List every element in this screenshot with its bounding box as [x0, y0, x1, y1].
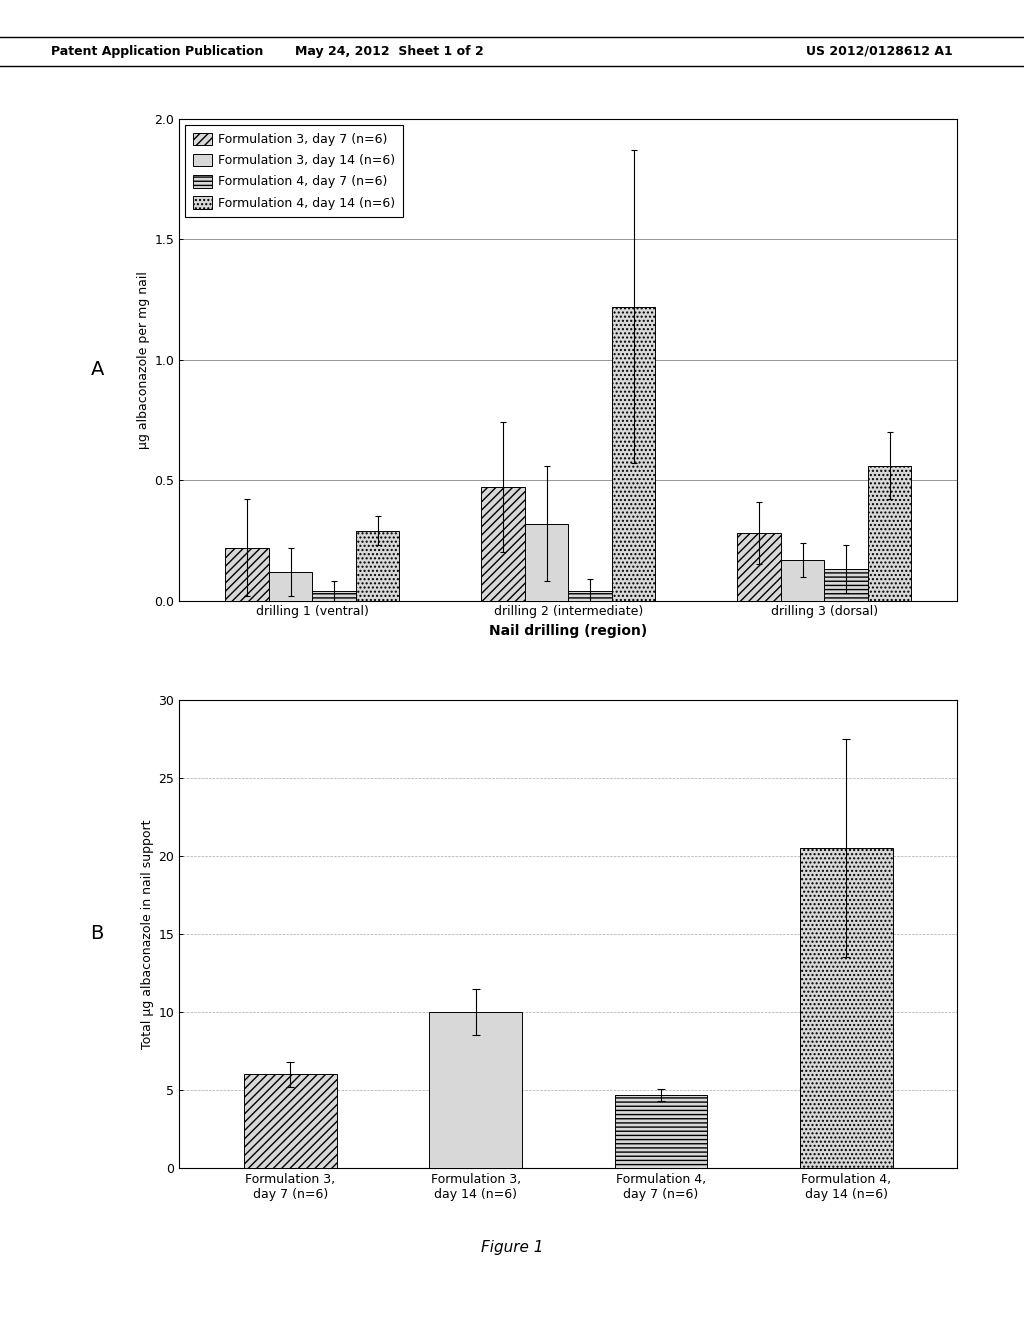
Bar [737, 533, 780, 601]
Bar [524, 524, 568, 601]
Bar [867, 466, 911, 601]
Bar [312, 591, 356, 601]
Text: Patent Application Publication: Patent Application Publication [51, 45, 263, 58]
Bar [429, 1012, 522, 1168]
Text: US 2012/0128612 A1: US 2012/0128612 A1 [806, 45, 952, 58]
Bar [611, 306, 655, 601]
Bar [800, 847, 893, 1168]
Legend: Formulation 3, day 7 (n=6), Formulation 3, day 14 (n=6), Formulation 4, day 7 (n: Formulation 3, day 7 (n=6), Formulation … [185, 125, 402, 216]
Y-axis label: Total µg albaconazole in nail support: Total µg albaconazole in nail support [141, 820, 155, 1048]
Text: May 24, 2012  Sheet 1 of 2: May 24, 2012 Sheet 1 of 2 [295, 45, 483, 58]
Bar [356, 531, 399, 601]
Bar [225, 548, 268, 601]
Bar [244, 1074, 337, 1168]
Bar [481, 487, 524, 601]
Bar [824, 569, 867, 601]
Text: B: B [90, 924, 104, 942]
Bar [568, 591, 611, 601]
Text: Figure 1: Figure 1 [480, 1239, 544, 1255]
Bar [780, 560, 824, 601]
X-axis label: Nail drilling (region): Nail drilling (region) [489, 624, 647, 638]
Text: A: A [90, 360, 104, 379]
Y-axis label: µg albaconazole per mg nail: µg albaconazole per mg nail [137, 271, 151, 449]
Bar [614, 1094, 708, 1168]
Bar [268, 572, 312, 601]
